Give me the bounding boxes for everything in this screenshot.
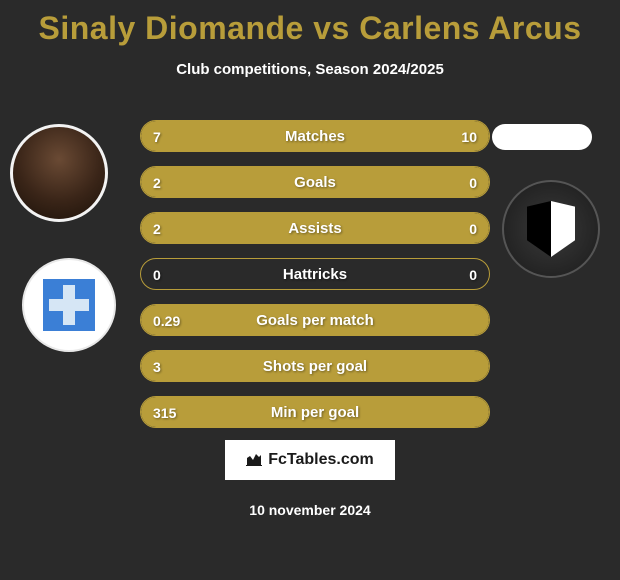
stat-label: Assists (141, 213, 489, 244)
branding-text: FcTables.com (268, 451, 374, 469)
stat-row: 20Assists (140, 212, 490, 244)
angers-shield-icon (527, 201, 575, 257)
left-club-badge (22, 258, 116, 352)
stat-label: Hattricks (141, 259, 489, 290)
stat-row: 00Hattricks (140, 258, 490, 290)
stat-row: 710Matches (140, 120, 490, 152)
page-title: Sinaly Diomande vs Carlens Arcus (0, 0, 620, 47)
stat-label: Shots per goal (141, 351, 489, 382)
branding-box: FcTables.com (225, 440, 395, 480)
stat-row: 20Goals (140, 166, 490, 198)
page-subtitle: Club competitions, Season 2024/2025 (0, 61, 620, 78)
auxerre-badge-inner (43, 279, 95, 331)
comparison-chart: 710Matches 20Goals 20Assists 00Hattricks 0.2… (140, 120, 490, 442)
left-player-avatar (10, 124, 108, 222)
date-text: 10 november 2024 (0, 502, 620, 518)
stat-label: Goals (141, 167, 489, 198)
stat-row: 0.29Goals per match (140, 304, 490, 336)
stat-label: Matches (141, 121, 489, 152)
stat-label: Min per goal (141, 397, 489, 428)
auxerre-cross-icon (49, 285, 89, 325)
stat-row: 315Min per goal (140, 396, 490, 428)
angers-text: ANGERS SCO (522, 132, 581, 141)
chart-icon (246, 452, 262, 469)
right-club-badge: ANGERS SCO (502, 180, 600, 278)
stat-label: Goals per match (141, 305, 489, 336)
stat-row: 3Shots per goal (140, 350, 490, 382)
